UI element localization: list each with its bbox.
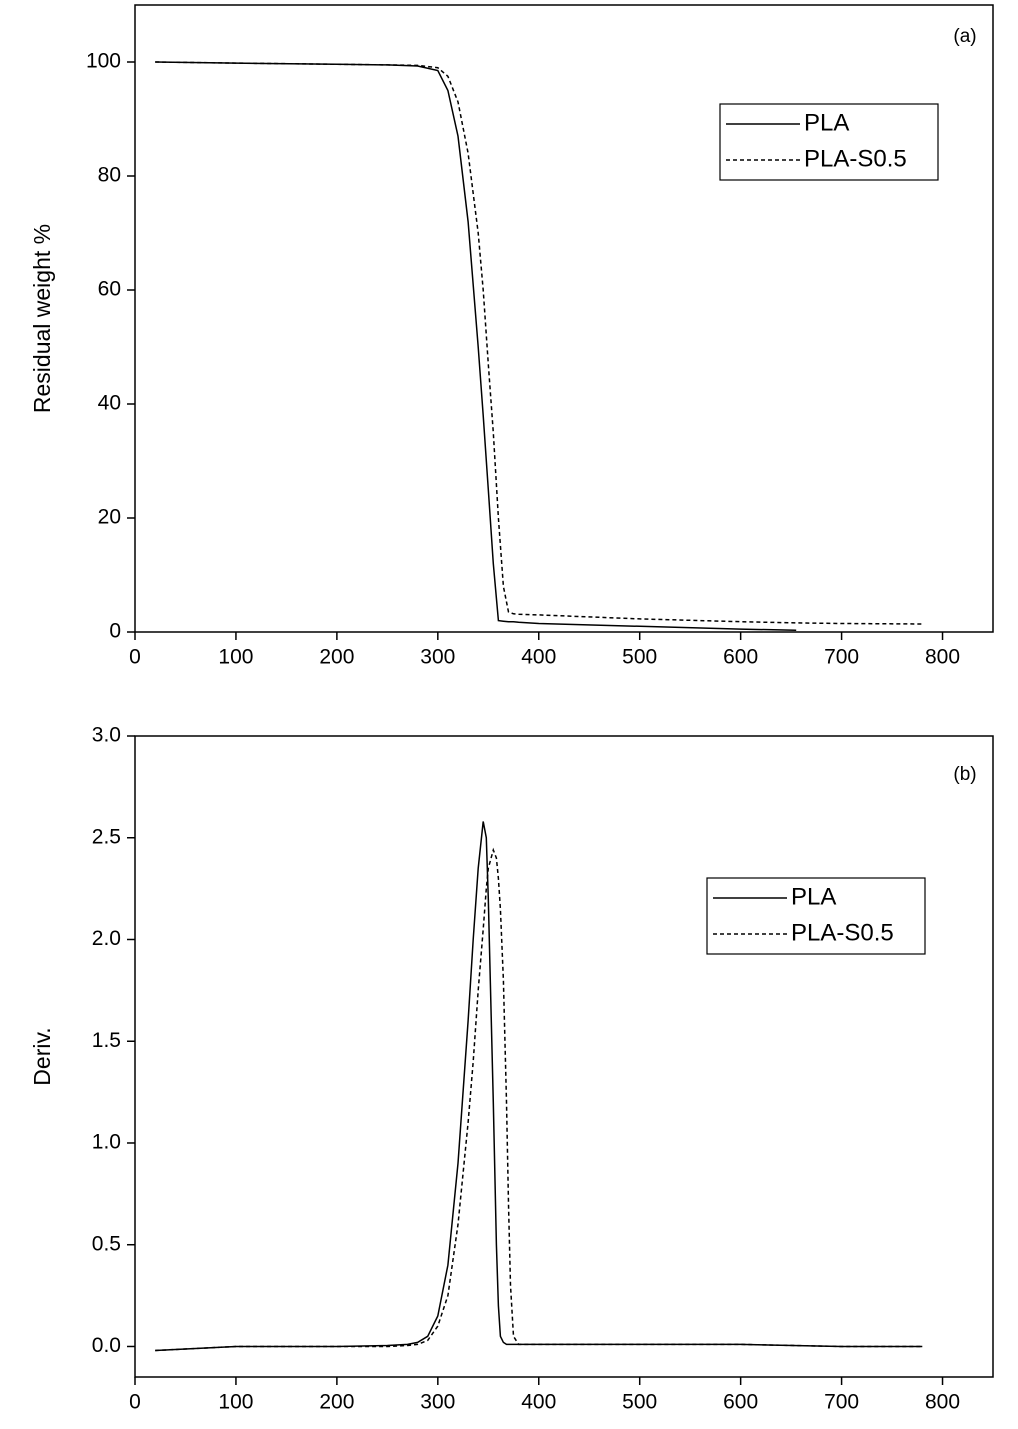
- y-tick-label: 100: [86, 50, 121, 73]
- x-tick-label: 500: [622, 1391, 657, 1414]
- legend-box: [706, 877, 926, 955]
- y-tick-label: 3.0: [92, 724, 121, 747]
- y-tick-label: 20: [98, 506, 121, 529]
- x-tick-label: 100: [218, 1391, 253, 1414]
- annotation: (b): [953, 764, 976, 785]
- x-tick-label: 600: [723, 1391, 758, 1414]
- series-line: [155, 847, 923, 1352]
- x-tick-label: 300: [420, 646, 455, 669]
- x-tick-label: 700: [824, 1391, 859, 1414]
- x-tick-label: 300: [420, 1391, 455, 1414]
- x-tick-label: 400: [521, 1391, 556, 1414]
- x-tick-label: 200: [319, 1391, 354, 1414]
- x-tick-label: 700: [824, 646, 859, 669]
- y-tick-label: 0: [109, 620, 121, 643]
- x-tick-label: 800: [925, 646, 960, 669]
- x-tick-label: 800: [925, 1391, 960, 1414]
- legend-box: [719, 103, 939, 181]
- legend-label: PLA-S0.5: [804, 145, 907, 172]
- y-tick-label: 1.0: [92, 1131, 121, 1154]
- x-tick-label: 0: [129, 1391, 141, 1414]
- y-tick-label: 60: [98, 278, 121, 301]
- legend-label: PLA: [804, 109, 849, 136]
- x-tick-label: 400: [521, 646, 556, 669]
- y-tick-label: 1.5: [92, 1029, 121, 1052]
- x-tick-label: 500: [622, 646, 657, 669]
- y-tick-label: 40: [98, 392, 121, 415]
- x-tick-label: 0: [129, 646, 141, 669]
- x-tick-label: 200: [319, 646, 354, 669]
- y-axis-label: Deriv.: [29, 1027, 55, 1085]
- series-line: [155, 61, 797, 632]
- y-tick-label: 80: [98, 164, 121, 187]
- legend-label: PLA-S0.5: [791, 919, 894, 946]
- y-tick-label: 0.5: [92, 1232, 121, 1255]
- annotation: (a): [953, 26, 976, 47]
- y-tick-label: 2.5: [92, 825, 121, 848]
- legend-label: PLA: [791, 883, 836, 910]
- x-tick-label: 600: [723, 646, 758, 669]
- y-tick-label: 2.0: [92, 927, 121, 950]
- x-tick-label: 100: [218, 646, 253, 669]
- plot-frame: [134, 4, 994, 633]
- y-tick-label: 0.0: [92, 1334, 121, 1357]
- plot-frame: [134, 735, 994, 1378]
- y-axis-label: Residual weight %: [29, 224, 55, 413]
